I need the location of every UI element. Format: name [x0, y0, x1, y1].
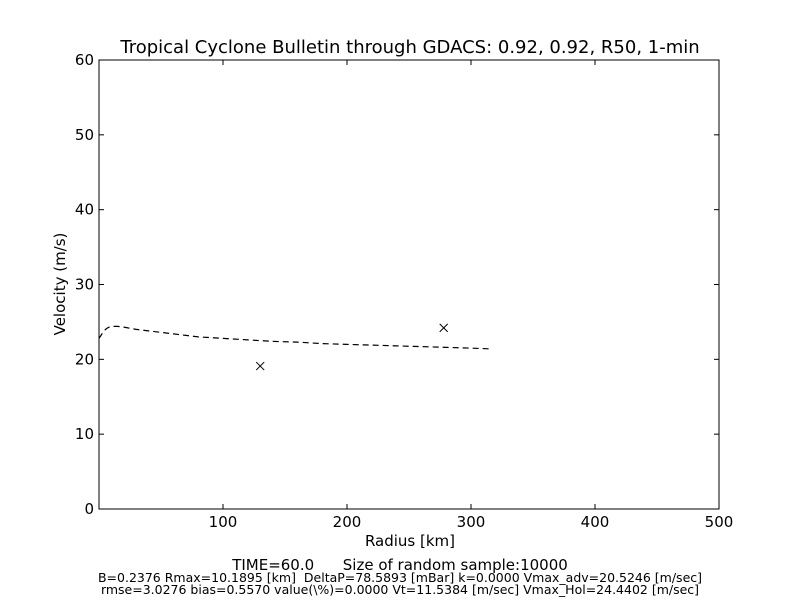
marker-stroke	[255, 361, 265, 371]
chart-title: Tropical Cyclone Bulletin through GDACS:…	[119, 37, 699, 58]
marker-stroke	[439, 323, 449, 333]
y-tick-label-50: 50	[75, 126, 94, 144]
y-axis-ticks: 0 10 20 30 40 50 60	[75, 51, 719, 518]
y-tick-label-20: 20	[75, 350, 94, 368]
y-tick-label-30: 30	[75, 276, 94, 294]
x-axis-label: Radius [km]	[365, 532, 455, 550]
x-tick-label-100: 100	[209, 513, 238, 531]
x-tick-label-500: 500	[705, 513, 734, 531]
y-axis-label: Velocity (m/s)	[51, 233, 69, 336]
x-axis-ticks: 100 200 300 400 500	[209, 60, 734, 531]
plot-area	[99, 60, 719, 509]
series-1-marker-1	[439, 323, 449, 333]
x-tick-label-400: 400	[581, 513, 610, 531]
plot-background	[99, 60, 719, 509]
y-tick-label-60: 60	[75, 51, 94, 69]
footer-statistics: rmse=3.0276 bias=0.5570 value(\%)=0.0000…	[101, 582, 699, 597]
series-1-marker-0	[255, 361, 265, 371]
x-tick-label-300: 300	[457, 513, 486, 531]
footer-parameters: B=0.2376 Rmax=10.1895 [km] DeltaP=78.589…	[98, 570, 702, 585]
footer-time-sample: TIME=60.0 Size of random sample:10000	[231, 556, 568, 574]
x-tick-label-200: 200	[333, 513, 362, 531]
series-layer	[98, 323, 490, 371]
y-tick-label-0: 0	[84, 500, 94, 518]
y-tick-label-40: 40	[75, 201, 94, 219]
y-tick-label-10: 10	[75, 425, 94, 443]
series-0-dashed-line	[98, 325, 490, 350]
